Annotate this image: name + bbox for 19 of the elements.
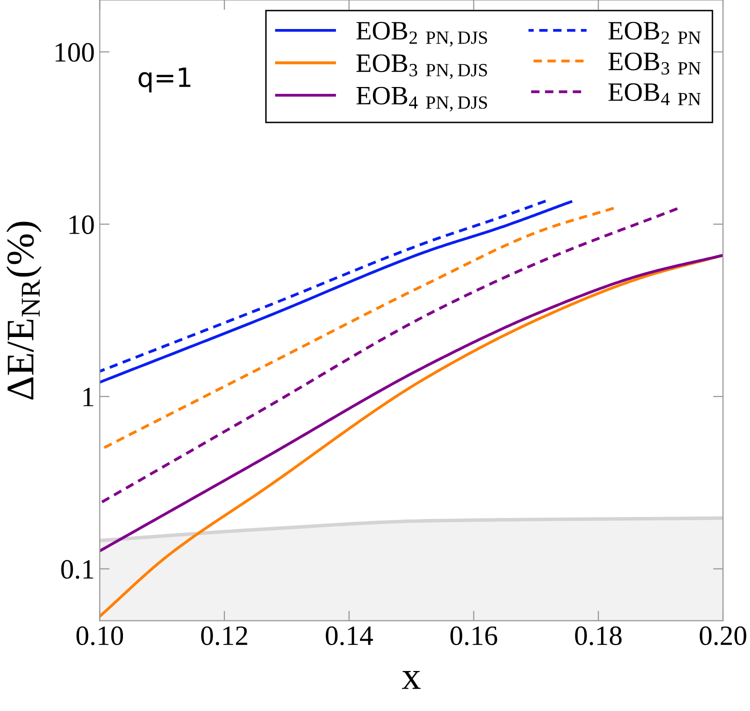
y-tick-label: 1	[83, 388, 94, 406]
y-tick-label: 0.1	[61, 560, 94, 579]
legend-label: EOB$_{4 PN}$	[608, 83, 701, 106]
x-tick-label: 0.20	[700, 626, 746, 646]
x-tick-label: 0.16	[450, 626, 498, 646]
annotation: q=1	[138, 68, 190, 92]
legend-label: EOB$_{3 PN,DJS}$	[356, 54, 487, 80]
y-tick-label: 10	[70, 215, 94, 234]
x-tick-label: 0.14	[326, 626, 373, 646]
legend-label: EOB$_{2 PN,DJS}$	[356, 22, 487, 47]
legend-label: EOB$_{3 PN}$	[608, 52, 701, 75]
x-axis-title: x	[402, 671, 421, 689]
x-tick-label: 0.12	[201, 626, 248, 646]
y-axis-title: ΔE/E$_{NR}$(%)	[6, 222, 42, 400]
legend-label: EOB$_{4 PN,DJS}$	[356, 86, 487, 112]
y-tick-label: 100	[56, 43, 94, 62]
legend-label: EOB$_{2 PN}$	[608, 22, 701, 44]
x-tick-label: 0.10	[76, 626, 123, 646]
x-tick-label: 0.18	[575, 626, 622, 646]
